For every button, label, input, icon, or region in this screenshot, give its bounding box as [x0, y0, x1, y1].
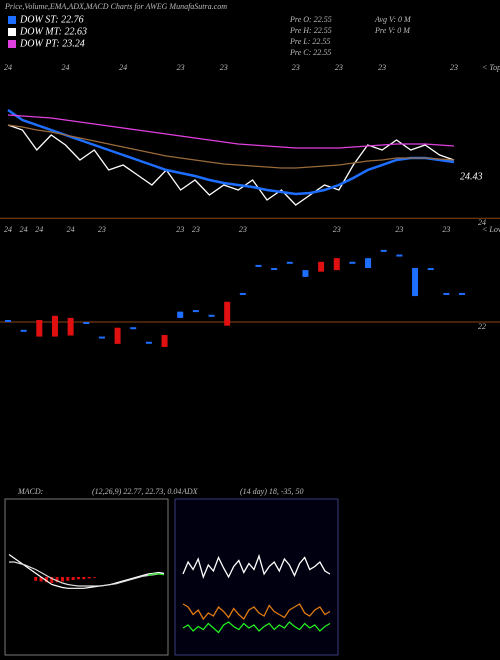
x-tick-label: 24: [119, 63, 127, 72]
histogram-bar: [66, 577, 70, 581]
x-tick-label: 23: [292, 63, 300, 72]
histogram-bar: [87, 577, 91, 579]
x-tick-label: 24: [62, 63, 70, 72]
x-tick-label: 23: [98, 225, 106, 234]
x-tick-label: 23: [333, 225, 341, 234]
candle-body: [286, 261, 293, 264]
candle-body: [427, 268, 434, 271]
x-tick-label: 24: [4, 63, 12, 72]
legend-label: DOW ST: 22.76: [19, 14, 84, 25]
annotation: < Tops: [482, 63, 500, 72]
x-tick-label: 23: [335, 63, 343, 72]
x-tick-label: 23: [378, 63, 386, 72]
price-label: 24.43: [460, 171, 483, 182]
panel-title: ADX: [181, 487, 199, 496]
legend-swatch: [8, 28, 16, 36]
candle-body: [224, 301, 231, 326]
candle-body: [208, 314, 215, 317]
adx-panel: [174, 498, 339, 656]
x-tick-label: 23: [192, 225, 200, 234]
histogram-bar: [44, 577, 48, 583]
histogram-bar: [93, 577, 97, 578]
candle-body: [365, 258, 372, 269]
info-text: Pre H: 22.55: [289, 26, 332, 35]
candle-body: [239, 292, 246, 295]
info-text: Avg V: 0 M: [374, 15, 412, 24]
histogram-bar: [34, 577, 38, 581]
candle-body: [83, 322, 90, 325]
candle-body: [396, 254, 403, 257]
y-tick-label: 22: [478, 322, 486, 331]
candle-body: [412, 268, 419, 297]
x-tick-label: 24: [67, 225, 75, 234]
candle-body: [114, 327, 121, 344]
histogram-bar: [60, 577, 64, 582]
x-tick-label: 23: [239, 225, 247, 234]
x-tick-label: 23: [176, 225, 184, 234]
candle-body: [67, 317, 74, 336]
candle-body: [5, 319, 11, 322]
series-line: [147, 573, 165, 577]
candle-body: [192, 310, 199, 313]
x-tick-label: 23: [177, 63, 185, 72]
histogram-bar: [76, 577, 80, 580]
candle-body: [36, 319, 43, 337]
x-tick-label: 23: [442, 225, 450, 234]
info-text: Pre V: 0 M: [374, 26, 411, 35]
macd-panel: [4, 498, 169, 656]
x-tick-label: 24: [20, 225, 28, 234]
y-tick-label: 24: [478, 218, 486, 227]
candle-body: [145, 341, 152, 344]
candle-body: [318, 261, 325, 272]
x-tick-label: 24: [35, 225, 43, 234]
panel-subtitle: (14 day) 18, -35, 50: [240, 487, 304, 496]
info-text: Pre L: 22.55: [289, 37, 330, 46]
histogram-bar: [71, 577, 75, 580]
histogram-bar: [82, 577, 86, 580]
annotation: < Lows: [482, 225, 500, 234]
series-line: [9, 561, 164, 587]
series-line: [182, 603, 331, 621]
series-line: [182, 553, 331, 579]
legend-swatch: [8, 16, 16, 24]
legend-label: DOW MT: 22.63: [19, 26, 87, 37]
x-tick-label: 23: [220, 63, 228, 72]
candle-body: [271, 268, 278, 271]
candle-body: [255, 264, 262, 267]
candle-body: [302, 270, 309, 277]
legend-swatch: [8, 40, 16, 48]
candle-body: [177, 311, 184, 318]
info-text: Pre C: 22.55: [289, 48, 331, 57]
page-title: Price,Volume,EMA,ADX,MACD Charts for AWE…: [4, 2, 227, 11]
series-line: [182, 621, 331, 634]
panel-title: MACD:: [17, 487, 44, 496]
candle-body: [333, 258, 340, 271]
candle-body: [51, 315, 58, 337]
candle-body: [349, 261, 356, 264]
candle-body: [20, 329, 27, 332]
candle-body: [443, 292, 450, 295]
candle-body: [98, 336, 105, 339]
candle-body: [130, 327, 137, 330]
candle-body: [380, 249, 387, 252]
info-text: Pre O: 22.55: [289, 15, 332, 24]
x-tick-label: 23: [395, 225, 403, 234]
x-tick-label: 23: [450, 63, 458, 72]
histogram-bar: [50, 577, 54, 583]
series-line: [7, 124, 455, 169]
candle-body: [161, 335, 168, 347]
x-tick-label: 24: [4, 225, 12, 234]
series-line: [7, 108, 455, 196]
histogram-bar: [55, 577, 59, 583]
legend-label: DOW PT: 23.24: [19, 38, 85, 49]
panel-subtitle: (12,26,9) 22.77, 22.73, 0.04: [92, 487, 181, 496]
candle-body: [459, 292, 465, 295]
series-line: [7, 124, 455, 206]
histogram-bar: [39, 577, 43, 582]
series-line: [8, 554, 165, 589]
series-line: [7, 114, 455, 149]
